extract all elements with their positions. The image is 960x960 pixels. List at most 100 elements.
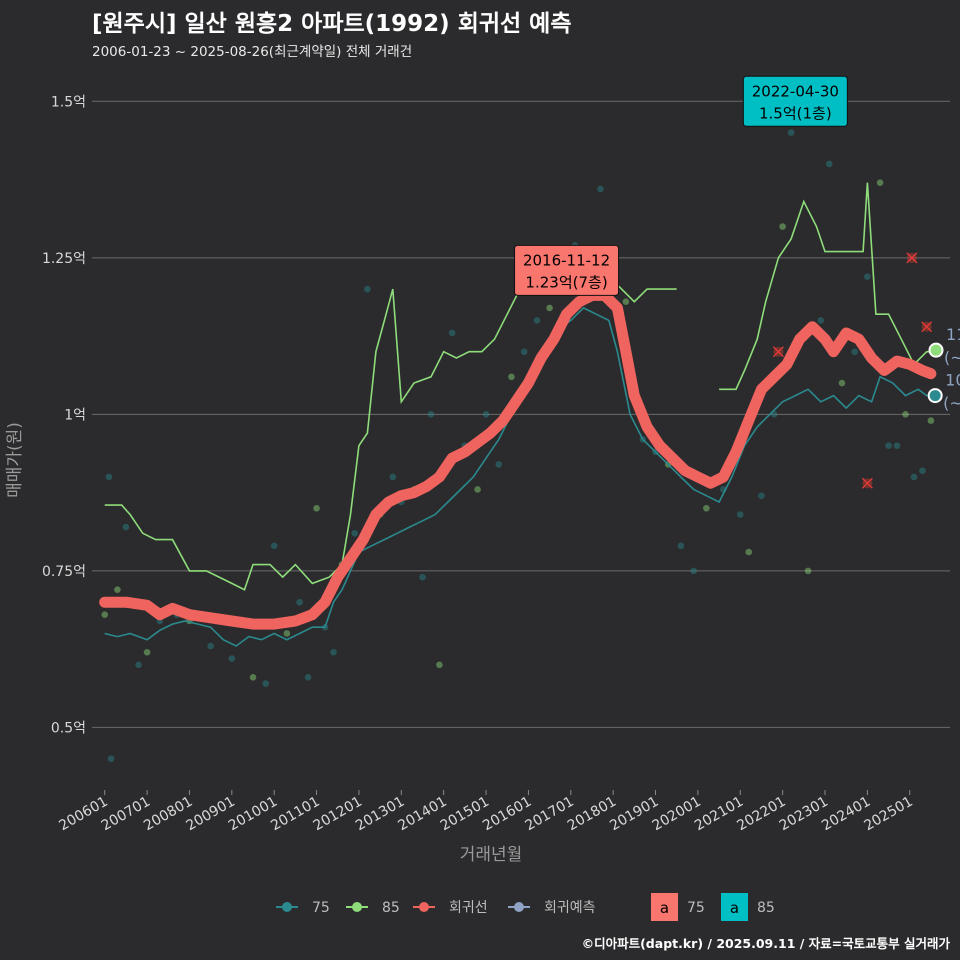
legend-label: 75 — [312, 900, 330, 916]
scatter-point — [304, 674, 312, 681]
end-value-label-85: 11,025 — [946, 325, 960, 344]
scatter-point — [135, 661, 142, 669]
series-85-line — [104, 256, 677, 591]
scatter-point — [105, 473, 113, 481]
scatter-point — [876, 179, 884, 186]
scatter-point — [885, 442, 892, 449]
legend-label-glyph: a — [730, 899, 739, 917]
legend-label-item: a 75 — [651, 893, 705, 921]
legend-label-text: 75 — [687, 900, 705, 916]
scatter-point — [758, 492, 765, 500]
callout-box — [742, 75, 848, 127]
scatter-point — [817, 317, 825, 324]
scatter-point — [864, 273, 871, 280]
excluded-point-cross — [921, 321, 933, 333]
scatter-point — [474, 486, 481, 493]
legend-label-box — [651, 893, 678, 921]
excluded-point-cross — [861, 477, 873, 489]
callout-date: 2016-11-12 — [523, 251, 610, 269]
excluded-point-cross — [772, 346, 784, 358]
end-area-label-85: (~85㎡) — [944, 348, 960, 367]
end-value-label-75: 10,300 — [945, 371, 960, 390]
y-tick-label: 0.75억 — [42, 564, 86, 580]
scatter-point — [703, 504, 710, 512]
scatter-point — [262, 680, 270, 687]
scatter-point — [389, 473, 397, 481]
scatter-point — [787, 129, 795, 136]
end-area-label-75: (~75㎡) — [943, 394, 960, 413]
scatter-point — [270, 542, 278, 550]
legend-label: 85 — [382, 900, 400, 916]
legend-label-text: 85 — [757, 900, 775, 916]
scatter-point — [919, 467, 926, 474]
scatter-point — [436, 661, 443, 669]
legend-key-dot — [514, 902, 524, 912]
callout-value: 1.23억(7층) — [525, 273, 607, 291]
scatter-point — [736, 511, 744, 518]
scatter-point — [927, 417, 935, 424]
scatter-point — [779, 223, 786, 230]
legend-label-box — [721, 893, 748, 921]
end-point-75 — [927, 388, 943, 404]
chart-caption: ©디아파트(dapt.kr) / 2025.09.11 / 자료=국토교통부 실… — [581, 936, 950, 951]
scatter-point — [533, 317, 541, 324]
y-tick-label: 1.25억 — [42, 251, 86, 267]
scatter-point — [910, 473, 918, 481]
scatter-point — [902, 411, 909, 418]
scatter-point — [893, 442, 901, 449]
excluded-point — [861, 477, 873, 489]
scatter-point — [249, 674, 257, 681]
scatter-point — [283, 630, 291, 637]
scatter-point — [122, 523, 130, 531]
scatter-point — [804, 567, 812, 575]
y-axis-title: 매매가(원) — [5, 422, 25, 498]
legend-key-dot — [419, 902, 429, 912]
scatter-point — [313, 504, 320, 512]
scatter-point — [143, 648, 151, 656]
scatter-point — [745, 548, 753, 556]
scatter-point — [482, 411, 490, 418]
legend-key-dot — [282, 902, 292, 912]
scatter-point — [851, 348, 858, 356]
scatter-point — [351, 530, 358, 537]
callout-value: 1.5억(1층) — [759, 104, 832, 122]
excluded-point — [921, 321, 933, 333]
x-tick-label: 202501 — [861, 794, 915, 835]
scatter-point — [330, 648, 337, 656]
scatter-point — [364, 285, 371, 293]
y-tick-label: 0.5억 — [51, 720, 86, 736]
y-tick-label: 1억 — [64, 407, 86, 423]
scatter-point — [296, 598, 303, 606]
legend-label: 회귀선 — [449, 900, 488, 916]
callout-75: 2016-11-12 1.23억(7층) — [514, 244, 620, 296]
excluded-point-cross — [906, 252, 918, 264]
scatter-point — [508, 373, 515, 381]
scatter-point — [546, 304, 553, 312]
scatter-point — [228, 655, 236, 662]
legend-key-dot — [352, 902, 362, 912]
scatter-point — [690, 567, 697, 575]
legend-label-glyph: a — [660, 899, 669, 917]
series-75-line — [104, 306, 934, 647]
series-85-line — [719, 182, 936, 391]
scatter-point — [107, 755, 115, 762]
scatter-point — [427, 411, 435, 418]
scatter-point — [419, 573, 426, 581]
callout-85: 2022-04-30 1.5억(1층) — [742, 75, 848, 127]
regression-line — [99, 289, 937, 630]
legend-label: 회귀예측 — [544, 900, 596, 916]
scatter-point — [101, 611, 109, 618]
chart-subtitle: 2006-01-23 ~ 2025-08-26(최근계약일) 전체 거래건 — [92, 44, 413, 60]
callout-box — [514, 244, 620, 296]
scatter-point — [825, 160, 833, 168]
scatter-point — [448, 329, 456, 337]
y-tick-label: 1.5억 — [51, 94, 86, 110]
legend-label-item: a 85 — [721, 893, 775, 921]
scatter-point — [207, 642, 214, 650]
callout-date: 2022-04-30 — [752, 82, 839, 100]
scatter-point — [597, 185, 604, 193]
scatter-point — [495, 461, 503, 468]
scatter-point — [622, 298, 630, 305]
scatter-point — [677, 542, 685, 550]
chart-title: [원주시] 일산 원흥2 아파트(1992) 회귀선 예측 — [92, 11, 572, 37]
